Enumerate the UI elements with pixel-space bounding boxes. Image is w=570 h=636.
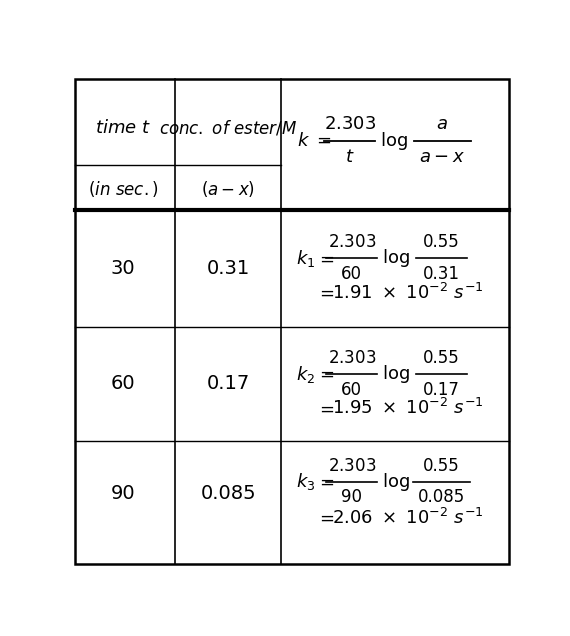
Text: $k_3$: $k_3$ — [296, 471, 315, 492]
Text: $2.303$: $2.303$ — [328, 457, 376, 474]
Text: $\log$: $\log$ — [382, 363, 410, 385]
Text: $\mathit{(a-x)}$: $\mathit{(a-x)}$ — [201, 179, 255, 199]
Text: $\mathit{a}$: $\mathit{a}$ — [437, 115, 448, 134]
Text: $1.91\ \times\ 10^{-2}\ s^{-1}$: $1.91\ \times\ 10^{-2}\ s^{-1}$ — [332, 283, 483, 303]
Text: 0.085: 0.085 — [200, 484, 256, 503]
Text: 0.55: 0.55 — [423, 349, 460, 367]
Text: $k_2$: $k_2$ — [296, 364, 315, 385]
Text: 30: 30 — [111, 259, 136, 278]
Text: $=$: $=$ — [316, 365, 335, 383]
Text: 0.17: 0.17 — [206, 375, 250, 393]
Text: 60: 60 — [341, 381, 363, 399]
Text: 0.55: 0.55 — [423, 233, 460, 251]
Text: $=$: $=$ — [316, 399, 335, 417]
Text: 0.31: 0.31 — [423, 265, 460, 283]
Text: $2.303$: $2.303$ — [328, 349, 376, 367]
Text: $\mathit{conc.\ of\ ester/M}$: $\mathit{conc.\ of\ ester/M}$ — [159, 118, 297, 137]
Text: 60: 60 — [341, 265, 363, 283]
Text: $k_1$: $k_1$ — [296, 248, 315, 269]
Text: 90: 90 — [341, 488, 363, 506]
Text: $2.303$: $2.303$ — [324, 115, 376, 134]
Text: $1.95\ \times\ 10^{-2}\ s^{-1}$: $1.95\ \times\ 10^{-2}\ s^{-1}$ — [332, 398, 483, 418]
Text: $\log$: $\log$ — [382, 471, 410, 493]
Text: 90: 90 — [111, 484, 136, 503]
Text: $2.303$: $2.303$ — [328, 233, 376, 251]
Text: $\mathit{time\ t}$: $\mathit{time\ t}$ — [95, 119, 151, 137]
Text: 60: 60 — [111, 375, 136, 393]
Text: $\log$: $\log$ — [382, 247, 410, 270]
Text: $k\ =$: $k\ =$ — [296, 132, 331, 150]
Text: $=$: $=$ — [316, 509, 335, 527]
Text: $\log$: $\log$ — [381, 130, 408, 152]
Text: $=$: $=$ — [316, 473, 335, 491]
Text: $\mathit{a-x}$: $\mathit{a-x}$ — [420, 148, 465, 165]
Text: $\mathit{t}$: $\mathit{t}$ — [345, 148, 355, 165]
Text: 0.085: 0.085 — [418, 488, 465, 506]
Text: 0.31: 0.31 — [206, 259, 250, 278]
Text: $=$: $=$ — [316, 249, 335, 268]
Text: $2.06\ \times\ 10^{-2}\ s^{-1}$: $2.06\ \times\ 10^{-2}\ s^{-1}$ — [332, 508, 483, 528]
Text: $\mathit{(in\ sec.)}$: $\mathit{(in\ sec.)}$ — [88, 179, 158, 199]
Text: $=$: $=$ — [316, 284, 335, 301]
Text: 0.17: 0.17 — [423, 381, 460, 399]
Text: 0.55: 0.55 — [423, 457, 460, 474]
